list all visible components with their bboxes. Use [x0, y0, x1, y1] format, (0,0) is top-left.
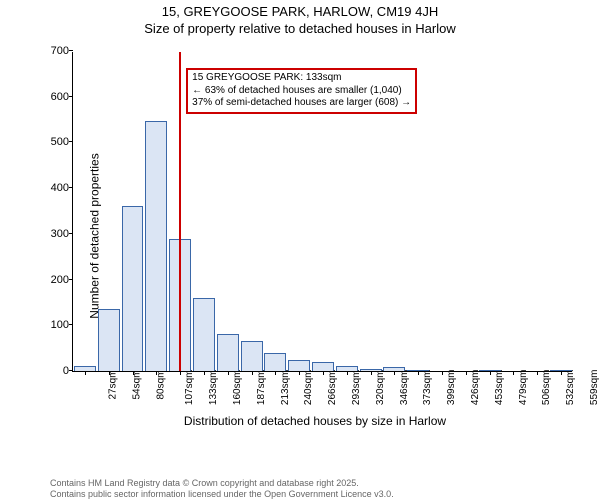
x-tick-mark — [180, 371, 181, 375]
y-tick-mark — [69, 324, 73, 325]
y-tick-mark — [69, 50, 73, 51]
histogram-bar — [217, 334, 239, 371]
infobox-property-size: 15 GREYGOOSE PARK: 133sqm — [192, 72, 411, 85]
histogram-bar — [288, 360, 310, 371]
x-tick-mark — [490, 371, 491, 375]
x-tick-label: 399sqm — [446, 370, 457, 406]
histogram-bar — [145, 121, 167, 372]
x-tick-mark — [133, 371, 134, 375]
x-tick-mark — [418, 371, 419, 375]
y-tick-label: 500 — [43, 136, 69, 148]
x-tick-label: 453sqm — [494, 370, 505, 406]
x-tick-mark — [394, 371, 395, 375]
x-tick-mark — [513, 371, 514, 375]
x-tick-mark — [204, 371, 205, 375]
y-tick-mark — [69, 187, 73, 188]
y-tick-label: 300 — [43, 228, 69, 240]
attribution-footer: Contains HM Land Registry data © Crown c… — [50, 478, 394, 501]
x-tick-mark — [323, 371, 324, 375]
x-tick-label: 160sqm — [232, 370, 243, 406]
x-tick-label: 559sqm — [589, 370, 600, 406]
y-tick-mark — [69, 96, 73, 97]
y-tick-mark — [69, 141, 73, 142]
footer-line-2: Contains public sector information licen… — [50, 489, 394, 500]
x-tick-label: 346sqm — [399, 370, 410, 406]
y-tick-label: 600 — [43, 91, 69, 103]
y-tick-label: 700 — [43, 45, 69, 57]
x-tick-mark — [228, 371, 229, 375]
x-tick-label: 293sqm — [351, 370, 362, 406]
histogram-bar — [193, 298, 215, 371]
page-address-title: 15, GREYGOOSE PARK, HARLOW, CM19 4JH — [0, 4, 600, 19]
histogram-bar — [98, 309, 120, 371]
histogram-plot: 010020030040050060070027sqm54sqm80sqm107… — [72, 52, 572, 372]
y-tick-label: 400 — [43, 182, 69, 194]
x-tick-mark — [561, 371, 562, 375]
histogram-bar — [312, 362, 334, 371]
x-tick-mark — [275, 371, 276, 375]
footer-line-1: Contains HM Land Registry data © Crown c… — [50, 478, 394, 489]
histogram-bar — [264, 353, 286, 371]
page-subtitle: Size of property relative to detached ho… — [0, 21, 600, 36]
x-tick-mark — [85, 371, 86, 375]
x-tick-label: 213sqm — [280, 370, 291, 406]
property-info-box: 15 GREYGOOSE PARK: 133sqm← 63% of detach… — [186, 68, 417, 114]
x-axis-label: Distribution of detached houses by size … — [50, 414, 580, 428]
y-tick-mark — [69, 279, 73, 280]
x-tick-label: 506sqm — [542, 370, 553, 406]
x-tick-label: 426sqm — [470, 370, 481, 406]
x-tick-mark — [371, 371, 372, 375]
x-tick-mark — [109, 371, 110, 375]
x-tick-label: 240sqm — [303, 370, 314, 406]
y-tick-label: 200 — [43, 274, 69, 286]
chart-container: Number of detached properties 0100200300… — [50, 46, 580, 426]
x-tick-label: 532sqm — [565, 370, 576, 406]
x-tick-label: 320sqm — [375, 370, 386, 406]
infobox-smaller-pct: ← 63% of detached houses are smaller (1,… — [192, 85, 411, 98]
x-tick-mark — [347, 371, 348, 375]
x-tick-label: 373sqm — [423, 370, 434, 406]
histogram-bar — [122, 206, 144, 371]
x-tick-mark — [299, 371, 300, 375]
property-marker-line — [179, 52, 181, 371]
x-tick-mark — [442, 371, 443, 375]
x-tick-label: 107sqm — [184, 370, 195, 406]
x-tick-mark — [252, 371, 253, 375]
x-tick-label: 187sqm — [256, 370, 267, 406]
x-tick-label: 133sqm — [208, 370, 219, 406]
y-tick-mark — [69, 233, 73, 234]
x-tick-mark — [156, 371, 157, 375]
histogram-bar — [241, 341, 263, 371]
x-tick-label: 479sqm — [518, 370, 529, 406]
x-tick-label: 266sqm — [327, 370, 338, 406]
y-tick-mark — [69, 370, 73, 371]
x-tick-mark — [466, 371, 467, 375]
y-tick-label: 100 — [43, 319, 69, 331]
y-tick-label: 0 — [43, 365, 69, 377]
infobox-larger-pct: 37% of semi-detached houses are larger (… — [192, 97, 411, 110]
x-tick-mark — [537, 371, 538, 375]
